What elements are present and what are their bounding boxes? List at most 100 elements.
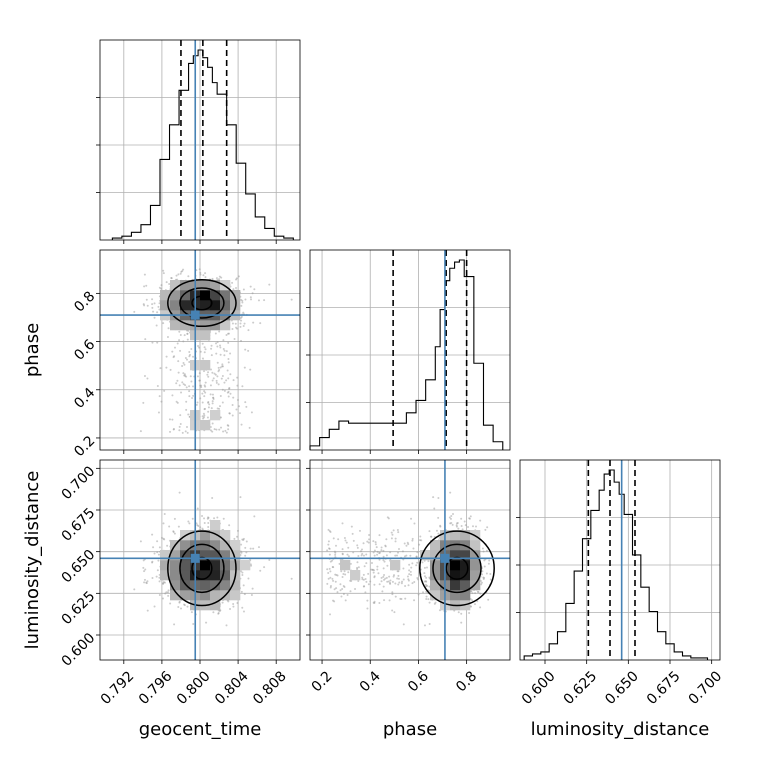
- sample-point: [167, 594, 170, 597]
- sample-point: [401, 550, 404, 553]
- sample-point: [160, 284, 163, 287]
- sample-point: [169, 602, 172, 605]
- sample-point: [359, 550, 362, 553]
- sample-point: [236, 376, 239, 379]
- density-cell: [450, 530, 461, 541]
- sample-point: [177, 371, 180, 374]
- sample-point: [373, 583, 376, 586]
- sample-point: [365, 580, 368, 583]
- sample-point: [396, 577, 399, 580]
- sample-point: [196, 375, 199, 378]
- sample-point: [362, 542, 365, 545]
- sample-point: [380, 546, 383, 549]
- sample-point: [157, 559, 160, 562]
- sample-point: [377, 572, 380, 575]
- sample-point: [192, 622, 195, 625]
- sample-point: [334, 553, 337, 556]
- sample-point: [376, 553, 379, 556]
- sample-point: [183, 603, 186, 606]
- sample-point: [210, 347, 213, 350]
- sample-point: [143, 570, 146, 573]
- sample-point: [391, 580, 394, 583]
- sample-point: [240, 570, 243, 573]
- sample-point: [227, 361, 230, 364]
- sample-point: [143, 581, 146, 584]
- sample-point: [361, 578, 364, 581]
- sample-point: [360, 554, 363, 557]
- density-cell: [220, 320, 231, 331]
- density-cell: [170, 560, 181, 571]
- grid-lines: [100, 40, 300, 240]
- density-cell: [170, 590, 181, 601]
- sample-point: [188, 395, 191, 398]
- sample-point: [369, 580, 372, 583]
- sample-point: [385, 576, 388, 579]
- sample-point: [156, 384, 159, 387]
- sample-point: [158, 546, 161, 549]
- sample-point: [389, 581, 392, 584]
- sample-point: [186, 431, 189, 434]
- sample-point: [139, 540, 142, 543]
- sample-point: [329, 570, 332, 573]
- sample-point: [327, 577, 330, 580]
- sample-point: [241, 573, 244, 576]
- sample-point: [145, 581, 148, 584]
- sample-point: [143, 273, 146, 276]
- sample-point: [203, 395, 206, 398]
- sample-point: [177, 606, 180, 609]
- sample-point: [385, 538, 388, 541]
- sample-point: [239, 325, 242, 328]
- sample-point: [334, 580, 337, 583]
- sample-point: [231, 403, 234, 406]
- sample-point: [185, 375, 188, 378]
- sample-point: [253, 288, 256, 291]
- sample-point: [488, 559, 491, 562]
- sample-point: [177, 525, 180, 528]
- sample-point: [226, 369, 229, 372]
- sample-point: [178, 330, 181, 333]
- sample-point: [247, 577, 250, 580]
- sample-point: [216, 361, 219, 364]
- sample-point: [352, 539, 355, 542]
- sample-point: [146, 377, 149, 380]
- sample-point: [259, 569, 262, 572]
- sample-point: [176, 342, 179, 345]
- sample-point: [469, 515, 472, 518]
- sample-point: [178, 339, 181, 342]
- sample-point: [151, 303, 154, 306]
- sample-point: [366, 540, 369, 543]
- sample-point: [156, 311, 159, 314]
- sample-point: [373, 554, 376, 557]
- sample-point: [182, 383, 185, 386]
- sample-point: [331, 577, 334, 580]
- sample-point: [387, 580, 390, 583]
- density-cell: [170, 290, 181, 301]
- sample-point: [209, 425, 212, 428]
- sample-point: [171, 394, 174, 397]
- sample-point: [240, 543, 243, 546]
- sample-point: [372, 571, 375, 574]
- sample-point: [437, 516, 440, 519]
- sample-point: [142, 401, 145, 404]
- sample-point: [223, 349, 226, 352]
- sample-point: [187, 413, 190, 416]
- sample-point: [425, 597, 428, 600]
- sample-point: [186, 338, 189, 341]
- sample-point: [180, 270, 183, 273]
- sample-point: [231, 281, 234, 284]
- sample-point: [340, 570, 343, 573]
- sample-point: [179, 349, 182, 352]
- sample-point: [386, 516, 389, 519]
- sample-point: [382, 555, 385, 558]
- density-cell: [210, 580, 221, 591]
- sample-point: [238, 412, 241, 415]
- density-cell: [230, 540, 241, 551]
- sample-point: [421, 561, 424, 564]
- sample-point: [187, 329, 190, 332]
- sample-point: [158, 308, 161, 311]
- sample-point: [333, 588, 336, 591]
- sample-point: [217, 612, 220, 615]
- sample-point: [212, 611, 215, 614]
- sample-point: [451, 523, 454, 526]
- sample-point: [474, 603, 477, 606]
